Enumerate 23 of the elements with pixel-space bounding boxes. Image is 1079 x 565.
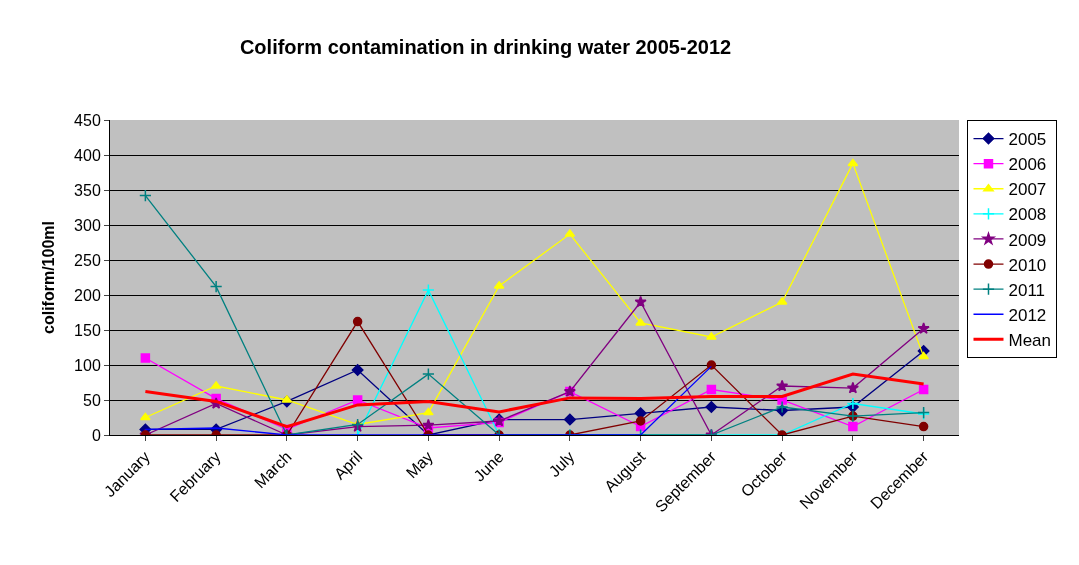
x-tick-label: July — [545, 447, 578, 481]
legend-label: 2011 — [1008, 280, 1046, 300]
x-tick-label: May — [402, 447, 437, 482]
y-tick-label: 450 — [74, 111, 101, 129]
legend-label: 2009 — [1008, 230, 1047, 250]
y-tick-label: 150 — [74, 321, 101, 339]
y-tick-label: 0 — [91, 426, 101, 444]
y-tick-label: 100 — [74, 356, 101, 374]
y-tick-label: 400 — [74, 146, 101, 164]
chart-title: Coliform contamination in drinking water 2005-2012 — [239, 35, 732, 58]
y-tick-label: 50 — [83, 391, 101, 409]
y-axis-title: coliform/100ml — [40, 221, 57, 334]
legend-label: 2012 — [1008, 305, 1047, 325]
y-tick-label: 350 — [74, 181, 101, 199]
y-tick-label: 300 — [74, 216, 101, 234]
y-tick-label: 250 — [74, 251, 101, 269]
legend-label: 2008 — [1008, 205, 1047, 225]
legend-label: 2010 — [1008, 255, 1047, 275]
legend-label: Mean — [1008, 330, 1052, 350]
legend-label: 2007 — [1008, 180, 1047, 200]
legend-label: 2005 — [1008, 130, 1047, 150]
y-tick-label: 200 — [74, 286, 101, 304]
legend-label: 2006 — [1008, 155, 1047, 175]
